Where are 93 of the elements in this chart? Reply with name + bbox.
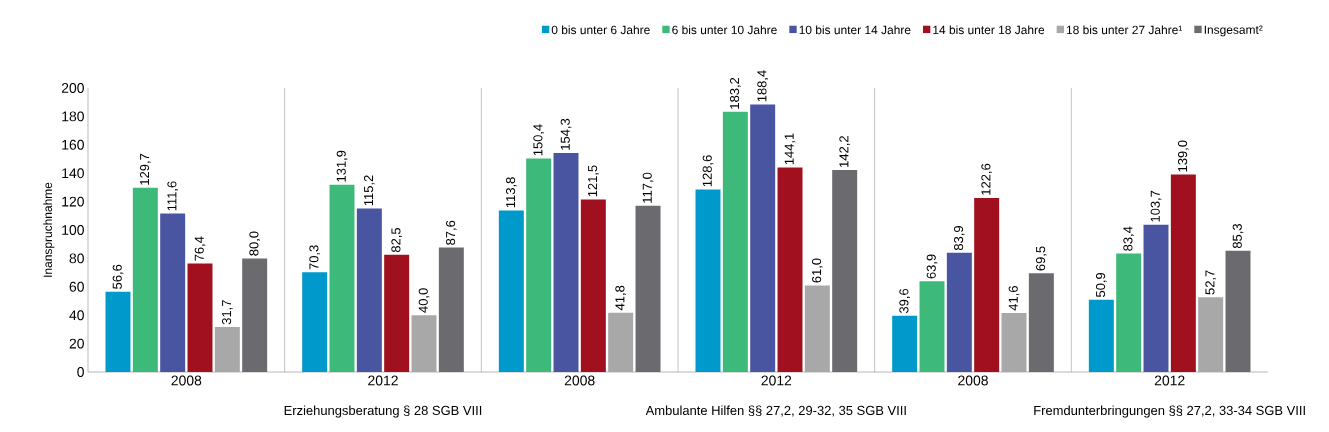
bar xyxy=(1170,174,1196,372)
y-tick-label: 40 xyxy=(69,310,84,321)
data-label: 52,7 xyxy=(1205,270,1217,295)
data-label: 56,6 xyxy=(112,264,124,289)
data-label: 115,2 xyxy=(363,175,375,206)
bar xyxy=(132,187,158,372)
bar xyxy=(750,104,776,372)
data-label: 83,9 xyxy=(953,226,965,251)
x-tick-label: 2008 xyxy=(171,375,202,386)
bar xyxy=(105,291,131,372)
data-label: 129,7 xyxy=(139,153,151,185)
data-label: 139,0 xyxy=(1177,140,1189,172)
data-label: 76,4 xyxy=(194,236,206,261)
bar xyxy=(1088,299,1114,372)
data-label: 50,9 xyxy=(1095,272,1107,298)
legend-label: 10 bis unter 14 Jahre xyxy=(799,25,911,35)
data-label: 85,3 xyxy=(1232,224,1244,249)
legend-label: 18 bis unter 27 Jahre¹ xyxy=(1066,25,1183,35)
text: Ambulante Hilfen §§ 27,2, 29-32, 35 SGB VIII xyxy=(645,405,906,417)
bar xyxy=(187,263,213,372)
y-tick-label: 100 xyxy=(62,225,84,235)
legend-label: 14 bis unter 18 Jahre xyxy=(933,25,1045,35)
bar xyxy=(329,184,355,372)
bar xyxy=(302,272,328,372)
bar xyxy=(722,111,748,372)
legend-label: Insgesamt² xyxy=(1204,25,1263,37)
bar xyxy=(438,247,464,372)
data-label: 128,6 xyxy=(702,155,714,187)
y-tick-label: 20 xyxy=(69,338,84,349)
x-tick-label: 2008 xyxy=(564,375,595,386)
y-axis-title: Inanspruchnahme xyxy=(43,182,55,277)
y-tick-label: 0 xyxy=(77,367,84,377)
data-label: 40,0 xyxy=(418,288,430,313)
data-label: 39,6 xyxy=(899,288,911,314)
y-tick-label: 120 xyxy=(62,196,84,207)
data-label: 121,5 xyxy=(587,165,599,197)
text: Erziehungsberatung § 28 SGB VIII xyxy=(284,405,482,418)
bar xyxy=(777,167,803,372)
text: Fremdunterbringungen §§ 27,2, 33-34 SGB VIII xyxy=(1034,405,1305,418)
data-label: 41,8 xyxy=(615,285,627,311)
data-label: 142,2 xyxy=(839,136,851,167)
data-label: 183,2 xyxy=(729,77,741,109)
bar xyxy=(1028,273,1054,372)
data-label: 103,7 xyxy=(1150,190,1162,222)
bar xyxy=(1116,253,1142,372)
bar xyxy=(526,158,552,372)
bar xyxy=(635,205,661,372)
bar xyxy=(1143,224,1169,372)
legend-label: 6 bis unter 10 Jahre xyxy=(672,25,777,35)
bar xyxy=(892,315,918,372)
data-label: 63,9 xyxy=(926,254,938,279)
data-label: 83,4 xyxy=(1123,226,1135,251)
data-label: 82,5 xyxy=(391,227,403,253)
data-label: 150,4 xyxy=(533,124,545,156)
data-label: 113,8 xyxy=(505,177,517,208)
data-label: 69,5 xyxy=(1035,246,1047,271)
bar xyxy=(242,258,268,372)
data-label: 122,6 xyxy=(981,163,993,195)
legend-label: 0 bis unter 6 Jahre xyxy=(551,25,650,35)
bar xyxy=(832,170,858,372)
x-tick-label: 2012 xyxy=(761,375,792,386)
bar xyxy=(974,197,1000,372)
bar xyxy=(1225,250,1251,372)
x-tick-label: 2012 xyxy=(1154,375,1185,386)
bar xyxy=(580,199,606,372)
data-label: 131,9 xyxy=(336,150,348,182)
x-tick-label: 2012 xyxy=(368,375,398,386)
data-label: 87,6 xyxy=(445,220,457,245)
y-tick-label: 140 xyxy=(62,168,84,179)
data-label: 61,0 xyxy=(811,258,823,283)
data-label: 144,1 xyxy=(784,133,796,165)
y-tick-label: 160 xyxy=(62,139,84,150)
data-label: 41,6 xyxy=(1008,286,1020,311)
y-tick-label: 80 xyxy=(69,253,84,264)
bar xyxy=(160,213,186,372)
data-label: 188,4 xyxy=(757,70,769,102)
data-label: 80,0 xyxy=(249,231,261,256)
data-label: 70,3 xyxy=(309,245,321,270)
data-label: 154,3 xyxy=(560,118,572,150)
data-label: 111,6 xyxy=(167,181,179,211)
bar xyxy=(356,208,382,372)
bar xyxy=(695,189,721,372)
y-tick-label: 180 xyxy=(62,111,84,122)
data-label: 117,0 xyxy=(642,172,654,203)
bar xyxy=(919,281,945,372)
bar xyxy=(553,152,579,372)
bar xyxy=(384,254,410,372)
bar xyxy=(498,210,524,372)
bar xyxy=(946,252,972,372)
y-tick-label: 60 xyxy=(69,281,84,292)
x-tick-label: 2008 xyxy=(958,375,988,386)
data-label: 31,7 xyxy=(221,300,233,325)
y-tick-label: 200 xyxy=(61,83,84,93)
